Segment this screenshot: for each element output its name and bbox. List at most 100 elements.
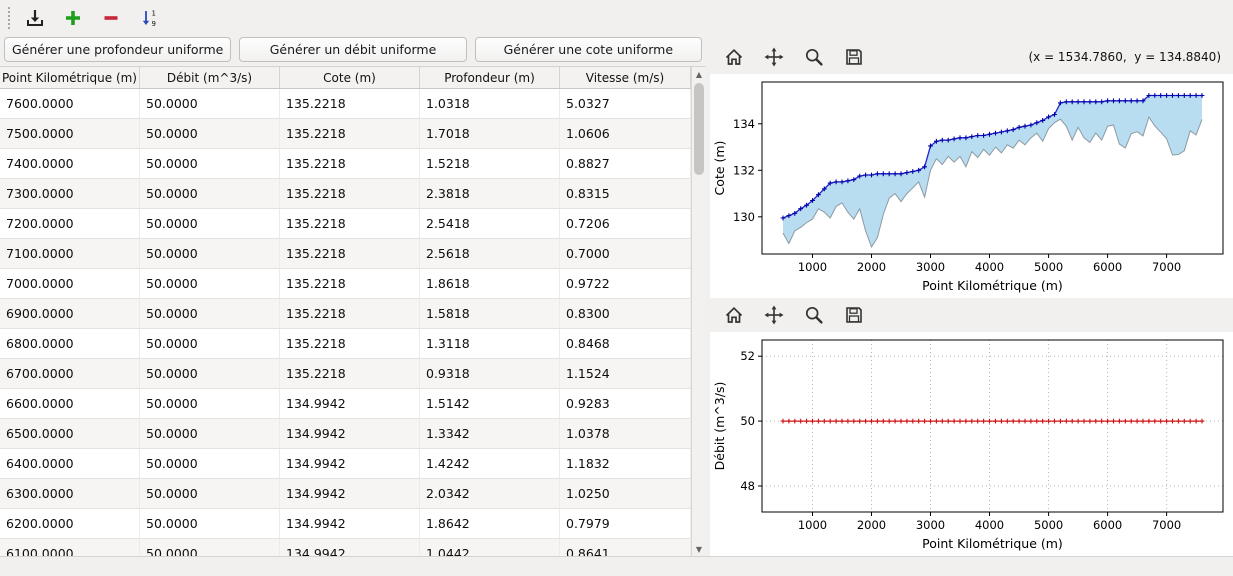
table-cell[interactable]: 50.0000: [140, 329, 280, 358]
table-cell[interactable]: 2.5418: [420, 209, 560, 238]
table-cell[interactable]: 50.0000: [140, 119, 280, 148]
table-cell[interactable]: 50.0000: [140, 299, 280, 328]
table-cell[interactable]: 134.9942: [280, 479, 420, 508]
table-cell[interactable]: 6600.0000: [0, 389, 140, 418]
table-cell[interactable]: 1.0378: [560, 419, 691, 448]
scroll-down-icon[interactable]: ▼: [695, 544, 703, 554]
table-cell[interactable]: 1.5218: [420, 149, 560, 178]
table-cell[interactable]: 50.0000: [140, 389, 280, 418]
column-header-vitesse[interactable]: Vitesse (m/s): [560, 67, 691, 88]
table-cell[interactable]: 0.8827: [560, 149, 691, 178]
table-cell[interactable]: 50.0000: [140, 269, 280, 298]
table-cell[interactable]: 134.9942: [280, 419, 420, 448]
table-cell[interactable]: 6500.0000: [0, 419, 140, 448]
table-cell[interactable]: 50.0000: [140, 359, 280, 388]
table-cell[interactable]: 50.0000: [140, 539, 280, 556]
table-cell[interactable]: 1.4242: [420, 449, 560, 478]
table-cell[interactable]: 50.0000: [140, 479, 280, 508]
table-cell[interactable]: 1.3342: [420, 419, 560, 448]
scrollbar-track[interactable]: [692, 81, 706, 542]
table-cell[interactable]: 2.0342: [420, 479, 560, 508]
remove-row-icon[interactable]: [98, 5, 124, 31]
table-cell[interactable]: 0.9722: [560, 269, 691, 298]
home-icon[interactable]: [722, 45, 746, 69]
column-header-debit[interactable]: Débit (m^3/s): [140, 67, 280, 88]
table-cell[interactable]: 135.2218: [280, 179, 420, 208]
toolbar-drag-handle[interactable]: [8, 7, 10, 29]
table-cell[interactable]: 7100.0000: [0, 239, 140, 268]
table-cell[interactable]: 135.2218: [280, 359, 420, 388]
table-cell[interactable]: 7300.0000: [0, 179, 140, 208]
table-cell[interactable]: 135.2218: [280, 329, 420, 358]
table-cell[interactable]: 1.8618: [420, 269, 560, 298]
table-cell[interactable]: 135.2218: [280, 89, 420, 118]
generate-uniform-depth-button[interactable]: Générer une profondeur uniforme: [4, 37, 232, 62]
table-cell[interactable]: 6400.0000: [0, 449, 140, 478]
export-table-icon[interactable]: [22, 5, 48, 31]
zoom-icon[interactable]: [802, 303, 826, 327]
table-cell[interactable]: 5.0327: [560, 89, 691, 118]
table-cell[interactable]: 50.0000: [140, 149, 280, 178]
table-cell[interactable]: 6800.0000: [0, 329, 140, 358]
table-cell[interactable]: 6200.0000: [0, 509, 140, 538]
table-cell[interactable]: 135.2218: [280, 119, 420, 148]
table-cell[interactable]: 6900.0000: [0, 299, 140, 328]
zoom-icon[interactable]: [802, 45, 826, 69]
cote-profile-chart[interactable]: 1000 2000 3000 4000 5000 6000 7000 130 132 134 Poi…: [710, 74, 1233, 298]
scroll-up-icon[interactable]: ▲: [695, 69, 703, 79]
table-cell[interactable]: 0.8641: [560, 539, 691, 556]
table-cell[interactable]: 135.2218: [280, 209, 420, 238]
table-cell[interactable]: 50.0000: [140, 419, 280, 448]
table-cell[interactable]: 1.3118: [420, 329, 560, 358]
table-cell[interactable]: 135.2218: [280, 299, 420, 328]
table-cell[interactable]: 0.7206: [560, 209, 691, 238]
table-cell[interactable]: 6700.0000: [0, 359, 140, 388]
save-figure-icon[interactable]: [842, 45, 866, 69]
debit-profile-chart[interactable]: 1000 2000 3000 4000 5000 6000 7000 48 50 52 Point …: [710, 332, 1233, 556]
table-cell[interactable]: 1.8642: [420, 509, 560, 538]
generate-uniform-level-button[interactable]: Générer une cote uniforme: [474, 37, 702, 62]
table-cell[interactable]: 1.7018: [420, 119, 560, 148]
scrollbar-thumb[interactable]: [694, 83, 704, 175]
table-cell[interactable]: 50.0000: [140, 209, 280, 238]
table-cell[interactable]: 6100.0000: [0, 539, 140, 556]
column-header-pk[interactable]: Point Kilométrique (m): [0, 67, 140, 88]
table-cell[interactable]: 1.1524: [560, 359, 691, 388]
add-row-icon[interactable]: [60, 5, 86, 31]
table-cell[interactable]: 2.3818: [420, 179, 560, 208]
table-cell[interactable]: 50.0000: [140, 179, 280, 208]
table-cell[interactable]: 134.9942: [280, 389, 420, 418]
table-cell[interactable]: 0.7000: [560, 239, 691, 268]
table-cell[interactable]: 0.7979: [560, 509, 691, 538]
table-cell[interactable]: 0.8468: [560, 329, 691, 358]
table-cell[interactable]: 7400.0000: [0, 149, 140, 178]
column-header-cote[interactable]: Cote (m): [280, 67, 420, 88]
table-cell[interactable]: 0.9318: [420, 359, 560, 388]
table-cell[interactable]: 1.0606: [560, 119, 691, 148]
table-cell[interactable]: 135.2218: [280, 269, 420, 298]
table-cell[interactable]: 134.9942: [280, 449, 420, 478]
table-scrollbar[interactable]: ▲ ▼: [691, 67, 706, 556]
table-cell[interactable]: 135.2218: [280, 239, 420, 268]
save-figure-icon[interactable]: [842, 303, 866, 327]
table-cell[interactable]: 1.5818: [420, 299, 560, 328]
table-cell[interactable]: 134.9942: [280, 539, 420, 556]
pan-icon[interactable]: [762, 303, 786, 327]
table-cell[interactable]: 1.0442: [420, 539, 560, 556]
table-cell[interactable]: 7600.0000: [0, 89, 140, 118]
table-cell[interactable]: 134.9942: [280, 509, 420, 538]
column-header-profondeur[interactable]: Profondeur (m): [420, 67, 560, 88]
table-cell[interactable]: 50.0000: [140, 449, 280, 478]
table-cell[interactable]: 1.0318: [420, 89, 560, 118]
table-cell[interactable]: 135.2218: [280, 149, 420, 178]
panel-splitter[interactable]: [706, 0, 710, 556]
home-icon[interactable]: [722, 303, 746, 327]
table-cell[interactable]: 0.9283: [560, 389, 691, 418]
table-cell[interactable]: 50.0000: [140, 89, 280, 118]
table-cell[interactable]: 50.0000: [140, 509, 280, 538]
pan-icon[interactable]: [762, 45, 786, 69]
table-cell[interactable]: 0.8315: [560, 179, 691, 208]
table-cell[interactable]: 7200.0000: [0, 209, 140, 238]
table-cell[interactable]: 7500.0000: [0, 119, 140, 148]
